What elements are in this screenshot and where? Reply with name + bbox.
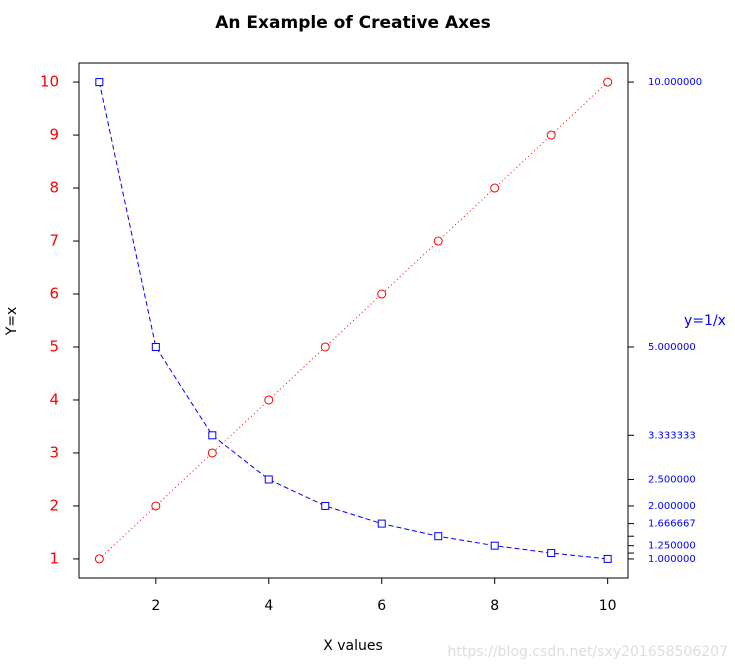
series-line — [98, 81, 609, 560]
plot-frame — [78, 62, 629, 579]
point — [490, 183, 500, 193]
point — [320, 342, 330, 352]
y-tick-label: 4 — [49, 390, 59, 408]
point — [603, 554, 612, 563]
y-tick-label: 6 — [49, 285, 59, 303]
x-axis-label: X values — [323, 638, 383, 654]
x-tick-label: 2 — [151, 598, 160, 614]
point — [377, 289, 387, 299]
watermark: https://blog.csdn.net/sxy201658506207 — [447, 644, 728, 660]
x-tick-label: 6 — [377, 598, 386, 614]
y2-tick-label: 2.500000 — [648, 474, 696, 485]
point — [208, 431, 217, 440]
x-tick-label: 4 — [264, 598, 273, 614]
point — [151, 501, 161, 511]
y2-tick-label: 1.666667 — [648, 519, 696, 530]
series-line — [98, 81, 608, 560]
point — [95, 78, 104, 87]
point — [264, 475, 273, 484]
y2-tick-label: 1.250000 — [648, 541, 696, 552]
y2-tick-label: 10.000000 — [648, 77, 702, 88]
point — [603, 77, 613, 87]
y-tick-label: 5 — [49, 337, 59, 355]
y2-tick-label: 2.000000 — [648, 501, 696, 512]
y-tick-label: 3 — [49, 443, 59, 461]
chart-title: An Example of Creative Axes — [215, 13, 491, 33]
point — [151, 342, 160, 351]
point — [547, 549, 556, 558]
y-tick-label: 10 — [40, 73, 59, 91]
point — [490, 541, 499, 550]
y2-axis-label: y=1/x — [684, 313, 726, 329]
x-tick-label: 10 — [599, 598, 617, 614]
point — [94, 554, 104, 564]
point — [546, 130, 556, 140]
point — [207, 448, 217, 458]
y-tick-label: 2 — [49, 496, 59, 514]
y-tick-label: 7 — [49, 232, 59, 250]
y2-tick-label: 5.000000 — [648, 342, 696, 353]
point — [264, 395, 274, 405]
y-tick-label: 1 — [49, 549, 59, 567]
point — [321, 501, 330, 510]
point — [433, 236, 443, 246]
y2-tick-label: 3.333333 — [648, 430, 696, 441]
y-axis-label: Y=x — [4, 307, 20, 337]
y-tick-label: 8 — [49, 179, 59, 197]
y-tick-label: 9 — [49, 126, 59, 144]
point — [377, 519, 386, 528]
y2-tick-label: 1.000000 — [648, 554, 696, 565]
x-tick-label: 8 — [490, 598, 499, 614]
point — [434, 532, 443, 541]
